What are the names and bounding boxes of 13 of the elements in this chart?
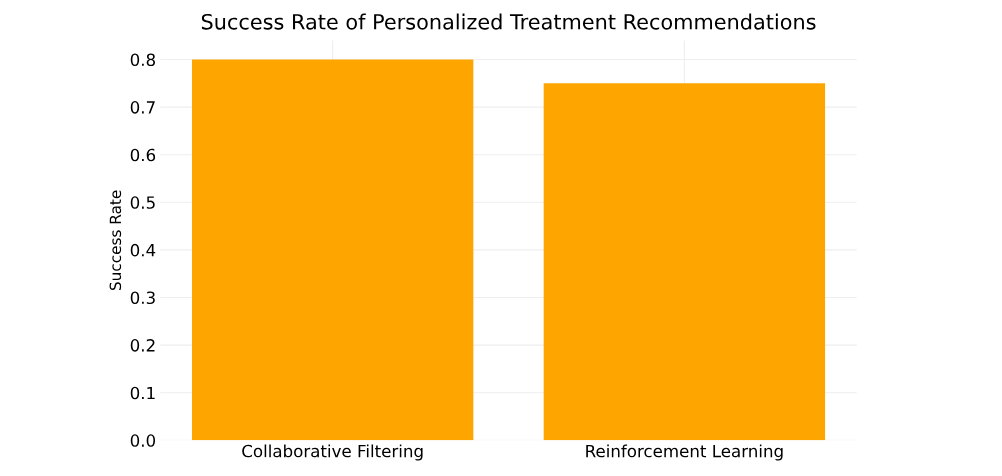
y-tick-label: 0.1	[130, 386, 155, 400]
y-tick-label: 0.7	[130, 101, 155, 114]
y-tick-label: 0.6	[130, 148, 156, 162]
y-tick-label: 0.0	[130, 434, 156, 447]
chart-title: Success Rate of Personalized Treatment Recommendations	[201, 13, 816, 30]
y-tick-label: 0.2	[130, 339, 155, 352]
y-axis-title: Success Rate	[109, 190, 122, 291]
x-tick-label: Reinforcement Learning	[586, 444, 783, 461]
y-tick-label: 0.8	[130, 53, 156, 67]
y-tick-label: 0.3	[130, 291, 155, 305]
x-tick-label: Collaborative Filtering	[242, 444, 423, 461]
y-tick-label: 0.5	[130, 196, 155, 209]
y-tick-label: 0.4	[130, 243, 156, 257]
